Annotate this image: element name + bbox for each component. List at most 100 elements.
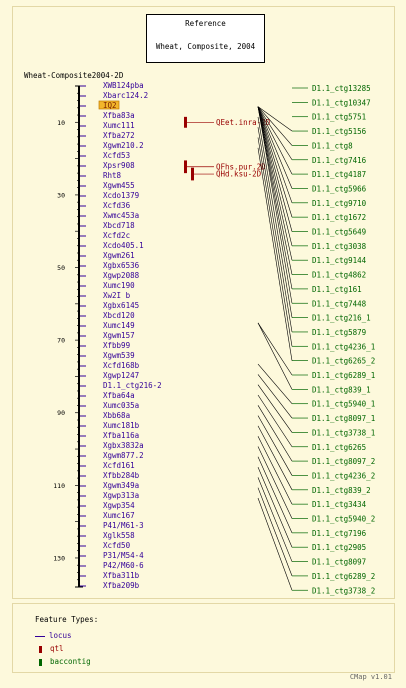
qtl-bar (184, 160, 187, 174)
marker-label: Xcfd50 (103, 541, 131, 550)
contig-label: D1.1_ctg839_1 (312, 385, 371, 394)
contig-label: D1.1_ctg7448 (312, 299, 367, 308)
contig-label: D1.1_ctg8 (312, 141, 353, 150)
marker-label: Xcdo405.1 (103, 241, 144, 250)
contig-label: D1.1_ctg8097 (312, 558, 366, 567)
marker-label: Xbarc124.2 (103, 91, 148, 100)
legend-item-qtl: qtl (35, 644, 64, 653)
correspondence-link (257, 394, 293, 447)
contig-label: D1.1_ctg6265_2 (312, 357, 375, 366)
marker-label: Xgwm157 (103, 331, 135, 340)
contig-label: D1.1_ctg6289_1 (312, 371, 375, 380)
locus-swatch-icon (35, 635, 45, 637)
contig-label: D1.1_ctg9710 (312, 199, 367, 208)
qtl-bar (184, 116, 187, 128)
marker-label: Xcdo1379 (103, 191, 139, 200)
correspondence-link (257, 106, 293, 232)
contig-label: D1.1_ctg3038 (312, 242, 367, 251)
marker-label: Xwmc453a (103, 211, 139, 220)
legend-label-qtl: qtl (50, 644, 64, 653)
marker-label: XWB124pba (103, 81, 144, 90)
axis-tick-label: 70 (57, 337, 65, 345)
marker-label: Xbcd718 (103, 221, 135, 230)
baccontig-swatch-icon (39, 658, 42, 666)
correspondence-link (257, 477, 293, 562)
correspondence-link (257, 425, 293, 490)
marker-label: Xumc190 (103, 281, 135, 290)
marker-label: Xgwm210.2 (103, 141, 144, 150)
contig-label: D1.1_ctg4236_1 (312, 342, 375, 351)
marker-label: Xgwm455 (103, 181, 135, 190)
marker-label: Xgwm349a (103, 481, 139, 490)
marker-label: Xgwm877.2 (103, 451, 144, 460)
contig-label: D1.1_ctg5966 (312, 184, 367, 193)
contig-label: D1.1_ctg4862 (312, 271, 366, 280)
marker-label: Xgwp354 (103, 501, 135, 510)
contig-label: D1.1_ctg839_2 (312, 486, 371, 495)
correspondence-link (257, 374, 293, 419)
correspondence-link (257, 322, 293, 376)
marker-label: Xgwp1247 (103, 371, 139, 380)
marker-label: Xcfd2c (103, 231, 130, 240)
correspondence-link (257, 436, 293, 505)
marker-label: Xfba311b (103, 571, 140, 580)
correspondence-link (257, 106, 293, 160)
marker-label: D1.1_ctg216-2 (103, 381, 162, 390)
contig-label: D1.1_ctg5940_1 (312, 400, 375, 409)
axis-tick-label: 30 (57, 191, 65, 199)
contig-label: D1.1_ctg5649 (312, 228, 366, 237)
contig-label: D1.1_ctg2905 (312, 543, 366, 552)
marker-label: P41/M61-3 (103, 521, 144, 530)
marker-label: Xgwp2088 (103, 271, 140, 280)
marker-label: Xcfd161 (103, 461, 135, 470)
marker-label: Xgbx6536 (103, 261, 140, 270)
correspondence-link (257, 116, 293, 318)
marker-label: Xgwp313a (103, 491, 139, 500)
contig-label: D1.1_ctg10347 (312, 98, 371, 107)
marker-label: Xglk558 (103, 531, 135, 540)
marker-label: Xcfd36 (103, 201, 131, 210)
marker-label: Xfbb99 (103, 341, 130, 350)
legend-label-locus: locus (49, 631, 72, 640)
correspondence-link (257, 127, 293, 332)
marker-label: Xbcd120 (103, 311, 135, 320)
contig-label: D1.1_ctg6265 (312, 443, 366, 452)
contig-label: D1.1_ctg3738_2 (312, 586, 375, 595)
marker-label: Xfba64a (103, 391, 135, 400)
correspondence-link (257, 405, 293, 462)
marker-label: Xgbx3832a (103, 441, 144, 450)
correspondence-link (257, 456, 293, 533)
marker-label: Xfba272 (103, 131, 135, 140)
marker-label: Xfba209b (103, 581, 140, 590)
correspondence-link (257, 497, 293, 591)
map-title: Wheat-Composite2004-2D (24, 71, 124, 80)
contig-label: D1.1_ctg5879 (312, 328, 366, 337)
contig-label: D1.1_ctg3434 (312, 500, 367, 509)
qtl-label: QFhs.pur.2D (216, 162, 266, 171)
legend-item-locus: locus (35, 631, 72, 640)
axis-tick-label: 10 (57, 119, 65, 127)
correspondence-link (257, 137, 293, 347)
axis-tick-label: 50 (57, 264, 65, 272)
legend-title: Feature Types: (35, 615, 99, 624)
correspondence-link (257, 384, 293, 433)
correspondence-link (257, 466, 293, 548)
marker-label: Xgwm539 (103, 351, 135, 360)
marker-label: P42/M60-6 (103, 561, 144, 570)
contig-label: D1.1_ctg161 (312, 285, 362, 294)
contig-label: D1.1_ctg1672 (312, 213, 366, 222)
marker-highlight (98, 100, 120, 110)
contig-label: D1.1_ctg5156 (312, 127, 367, 136)
marker-label: Xgwm261 (103, 251, 135, 260)
reference-subtitle: Wheat, Composite, 2004 (155, 42, 256, 51)
map-panel (12, 6, 395, 599)
correspondence-link (257, 106, 293, 146)
contig-label: D1.1_ctg4187 (312, 170, 366, 179)
contig-label: D1.1_ctg9144 (312, 256, 367, 265)
cmap-version: CMap v1.01 (349, 673, 392, 681)
reference-box: Reference Wheat, Composite, 2004 (146, 14, 265, 63)
marker-label: Xbb68a (103, 411, 130, 420)
marker-label: Xfba116a (103, 431, 139, 440)
contig-label: D1.1_ctg216_1 (312, 314, 371, 323)
contig-label: D1.1_ctg13285 (312, 84, 371, 93)
